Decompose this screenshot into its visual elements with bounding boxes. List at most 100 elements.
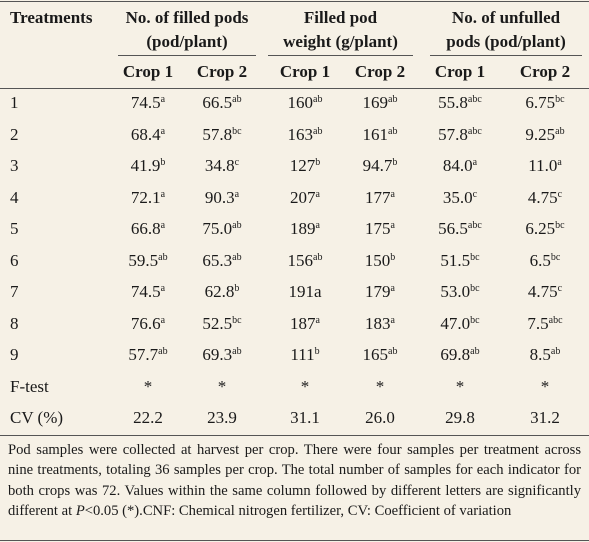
group-header: (pod/plant): [146, 32, 228, 51]
cell: *: [376, 377, 385, 397]
cell-value: 29.8: [445, 408, 475, 427]
cell: 52.5bc: [202, 314, 241, 334]
cell-value: 189: [290, 219, 316, 238]
cell: 84.0a: [443, 156, 477, 176]
cell: 177a: [365, 188, 395, 208]
row-label: 5: [10, 219, 19, 238]
significance-letter: bc: [550, 251, 561, 263]
cell: *: [456, 377, 465, 397]
cell-value: 177: [365, 187, 391, 207]
significance-letter: bc: [470, 251, 480, 263]
row-label: F-test: [10, 376, 49, 396]
rule: [0, 540, 589, 541]
cell-value: 35.0: [442, 187, 473, 207]
significance-letter: ab: [158, 251, 168, 263]
cell-value: *: [455, 376, 465, 396]
significance-letter: ab: [313, 251, 323, 263]
cell: 156ab: [288, 251, 323, 271]
cell-value: 57.7: [128, 345, 159, 364]
cell: 65.3ab: [202, 251, 241, 271]
cell: 11.0a: [528, 156, 562, 176]
cell: 6.75bc: [525, 93, 564, 113]
cell-value: 74.5: [130, 282, 161, 301]
cell: 53.0bc: [440, 282, 479, 302]
cell-value: 8.5: [529, 345, 551, 364]
row-label: CV (%): [10, 408, 64, 427]
rule: [430, 55, 582, 56]
significance-letter: b: [160, 157, 166, 168]
cell-value: 56.5: [438, 219, 468, 238]
significance-letter: bc: [470, 283, 480, 294]
cell: 29.8: [445, 408, 475, 428]
cell-value: 165: [362, 345, 389, 364]
cell-value: 47.0: [440, 313, 471, 333]
cell-value: 156: [287, 250, 314, 270]
row-label: 4: [10, 187, 19, 207]
cell-value: *: [143, 376, 153, 396]
cell-value: 66.5: [202, 93, 233, 112]
significance-letter: ab: [388, 94, 398, 105]
cell: 47.0bc: [440, 314, 479, 334]
significance-letter: a: [160, 188, 166, 200]
cell: 34.8c: [205, 156, 239, 176]
cell-value: 31.1: [290, 408, 320, 427]
significance-letter: bc: [555, 220, 565, 231]
group-header: No. of unfulled: [451, 8, 561, 27]
cell: 69.8ab: [440, 345, 479, 365]
significance-letter: c: [472, 188, 478, 200]
significance-letter: ab: [313, 94, 323, 105]
cell: 9.25ab: [525, 125, 564, 145]
cell: 179a: [365, 282, 395, 302]
cell: 55.8abc: [438, 93, 482, 113]
cell: 4.75c: [528, 188, 562, 208]
cell-value: *: [375, 376, 385, 396]
cell: 189a: [290, 219, 320, 239]
significance-letter: ab: [313, 125, 323, 137]
cell-value: 72.1: [130, 187, 161, 207]
cell: 56.5abc: [438, 219, 482, 239]
significance-letter: b: [234, 283, 240, 294]
cell-value: *: [300, 376, 310, 396]
cell-value: 84.0: [442, 156, 473, 175]
significance-letter: b: [390, 251, 396, 263]
cell-value: 191a: [288, 282, 322, 301]
sub-header: Crop 2: [354, 62, 406, 81]
row-label: 1: [10, 93, 19, 112]
group-header: pods (pod/plant): [446, 32, 566, 51]
cell: 163ab: [288, 125, 323, 145]
cell: 183a: [365, 314, 395, 334]
cell: 51.5bc: [440, 251, 479, 271]
cell-value: 22.2: [133, 408, 163, 427]
cell-value: *: [217, 376, 227, 396]
significance-letter: a: [234, 188, 240, 200]
cell-value: 34.8: [204, 156, 235, 175]
sub-header: Crop 1: [434, 62, 486, 81]
significance-letter: a: [390, 220, 395, 231]
cell-value: 207: [290, 187, 316, 207]
note-text: <0.05 (*).CNF: Chemical nitrogen fertili…: [84, 503, 512, 520]
cell-value: 57.8: [202, 124, 233, 144]
cell-value: 4.75: [527, 282, 558, 301]
cell: 150b: [365, 251, 396, 271]
sub-header: Crop 1: [279, 62, 331, 81]
cell: 127b: [290, 156, 321, 176]
cell-value: 69.8: [440, 345, 471, 364]
cell-value: 59.5: [128, 250, 159, 270]
cell-value: *: [540, 376, 550, 396]
sub-header: Crop 2: [519, 62, 571, 81]
cell: 57.8bc: [202, 125, 241, 145]
cell-value: 150: [364, 250, 391, 270]
cell-value: 68.4: [130, 124, 161, 144]
cell-value: 175: [365, 219, 391, 238]
cell-value: 6.5: [529, 250, 551, 270]
significance-letter: b: [314, 346, 320, 357]
cell: 6.5bc: [530, 251, 561, 271]
cell: 66.8a: [131, 219, 165, 239]
significance-letter: ab: [555, 125, 565, 137]
significance-letter: a: [315, 314, 320, 326]
cell-value: 23.9: [207, 408, 237, 427]
significance-letter: a: [315, 220, 320, 231]
cell-value: 187: [290, 313, 316, 333]
cell-value: 163: [287, 124, 314, 144]
cell: 7.5abc: [527, 314, 562, 334]
